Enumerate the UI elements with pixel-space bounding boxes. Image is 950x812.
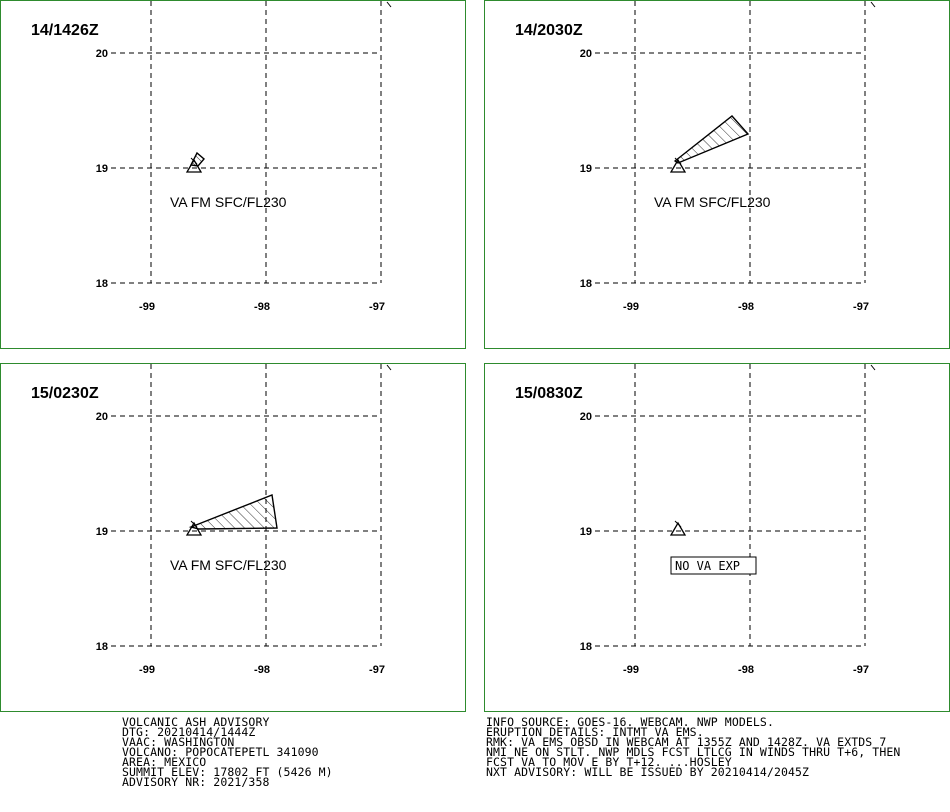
lat-tick-label: 18 bbox=[580, 278, 592, 290]
advisory-line: AREA: MEXICO bbox=[122, 755, 207, 769]
lat-tick-label: 18 bbox=[580, 641, 592, 653]
va-altitude-label: VA FM SFC/FL230 bbox=[654, 194, 771, 210]
panel-time-label: 15/0830Z bbox=[515, 385, 583, 402]
lat-tick-label: 20 bbox=[96, 48, 108, 60]
advisory-line: NXT ADVISORY: WILL BE ISSUED BY 20210414… bbox=[486, 765, 810, 779]
map-panel-3: 20 19 18 -99 -98 -97 15/0230Z VA FM SFC/FL230 bbox=[0, 363, 466, 712]
map-canvas: 20 19 18 -99 -98 -97 14/1426Z VA FM SFC/FL230 bbox=[31, 1, 392, 313]
corner-mark bbox=[386, 364, 392, 371]
map-panel-1: 20 19 18 -99 -98 -97 14/1426Z VA FM SFC/FL230 bbox=[0, 0, 466, 349]
corner-mark bbox=[870, 1, 876, 8]
volcano-triangle-icon bbox=[669, 157, 687, 173]
map-panel-4: 20 19 18 -99 -98 -97 15/0830Z NO VA EXP bbox=[484, 363, 950, 712]
no-va-expected-box: NO VA EXP bbox=[670, 556, 757, 575]
advisory-line: VOLCANIC ASH ADVISORY bbox=[122, 715, 270, 729]
advisory-line: RMK: VA EMS OBSD IN WEBCAM AT 1355Z AND … bbox=[486, 735, 887, 749]
panel-time-label: 15/0230Z bbox=[31, 385, 99, 402]
volcano-triangle-icon bbox=[185, 520, 203, 536]
lat-tick-label: 18 bbox=[96, 641, 108, 653]
lat-tick-label: 20 bbox=[580, 48, 592, 60]
lon-tick-label: -97 bbox=[369, 301, 385, 313]
lat-tick-label: 18 bbox=[96, 278, 108, 290]
advisory-line: VOLCANO: POPOCATEPETL 341090 bbox=[122, 745, 319, 759]
advisory-line: ERUPTION DETAILS: INTMT VA EMS. bbox=[486, 725, 704, 739]
lon-tick-label: -97 bbox=[369, 664, 385, 676]
lat-tick-label: 19 bbox=[580, 526, 592, 538]
volcano-triangle-icon bbox=[669, 520, 687, 536]
va-altitude-label: VA FM SFC/FL230 bbox=[170, 194, 287, 210]
ash-cloud-polygon bbox=[189, 151, 205, 167]
advisory-line: NMI NE ON STLT. NWP MDLS FCST LTLCG IN W… bbox=[486, 745, 901, 759]
map-canvas: 20 19 18 -99 -98 -97 15/0830Z NO VA EXP bbox=[515, 364, 876, 676]
corner-mark bbox=[386, 1, 392, 8]
advisory-header-block: VOLCANIC ASH ADVISORY DTG: 20210414/1444Z… bbox=[122, 715, 333, 789]
advisory-line: FCST VA TO MOV E BY T+12. ...HOSLEY bbox=[486, 755, 732, 769]
lat-tick-label: 19 bbox=[580, 163, 592, 175]
map-canvas: 20 19 18 -99 -98 -97 15/0230Z VA FM SFC/FL230 bbox=[31, 364, 392, 676]
va-altitude-label: VA FM SFC/FL230 bbox=[170, 557, 287, 573]
corner-mark bbox=[870, 364, 876, 371]
lat-tick-label: 19 bbox=[96, 526, 108, 538]
advisory-line: SUMMIT ELEV: 17802 FT (5426 M) bbox=[122, 765, 333, 779]
lon-tick-label: -98 bbox=[738, 664, 754, 676]
panel-time-label: 14/1426Z bbox=[31, 22, 99, 39]
map-panel-2: 20 19 18 -99 -98 -97 14/2030Z VA FM SFC/FL230 bbox=[484, 0, 950, 349]
advisory-line: ADVISORY NR: 2021/358 bbox=[122, 775, 270, 789]
volcano-triangle-icon bbox=[185, 157, 203, 173]
lat-tick-label: 20 bbox=[96, 411, 108, 423]
ash-cloud-polygon bbox=[673, 115, 750, 164]
lat-tick-label: 20 bbox=[580, 411, 592, 423]
lon-tick-label: -97 bbox=[853, 664, 869, 676]
advisory-line: DTG: 20210414/1444Z bbox=[122, 725, 256, 739]
map-canvas: 20 19 18 -99 -98 -97 14/2030Z VA FM SFC/FL230 bbox=[515, 1, 876, 313]
ash-cloud-polygon bbox=[188, 494, 278, 530]
lon-tick-label: -98 bbox=[738, 301, 754, 313]
panel-time-label: 14/2030Z bbox=[515, 22, 583, 39]
advisory-remarks-block: INFO SOURCE: GOES-16. WEBCAM. NWP MODELS… bbox=[486, 715, 901, 779]
lon-tick-label: -99 bbox=[139, 301, 155, 313]
lon-tick-label: -98 bbox=[254, 301, 270, 313]
lon-tick-label: -97 bbox=[853, 301, 869, 313]
advisory-line: INFO SOURCE: GOES-16. WEBCAM. NWP MODELS… bbox=[486, 715, 774, 729]
lon-tick-label: -99 bbox=[139, 664, 155, 676]
no-va-label: NO VA EXP bbox=[675, 559, 740, 573]
advisory-line: VAAC: WASHINGTON bbox=[122, 735, 235, 749]
lat-tick-label: 19 bbox=[96, 163, 108, 175]
lon-tick-label: -99 bbox=[623, 664, 639, 676]
lon-tick-label: -99 bbox=[623, 301, 639, 313]
lon-tick-label: -98 bbox=[254, 664, 270, 676]
